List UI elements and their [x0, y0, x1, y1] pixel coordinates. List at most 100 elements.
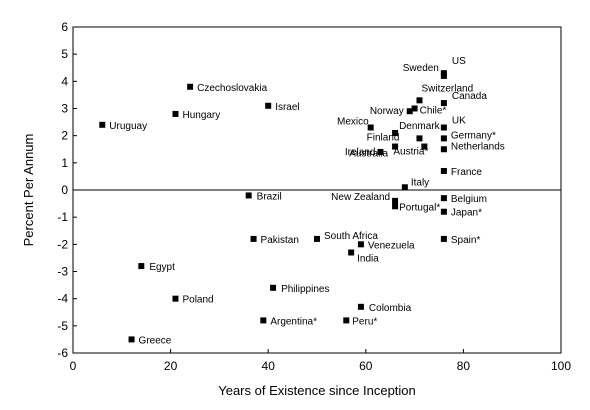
y-tick-label: -2 — [57, 237, 68, 251]
data-point — [245, 192, 252, 199]
point-label: Czechoslovakia — [197, 83, 267, 94]
data-point — [392, 129, 399, 136]
point-label: Hungary — [182, 110, 220, 121]
point-label: South Africa — [324, 231, 378, 242]
y-tick-label: -1 — [57, 210, 68, 224]
point-label: Greece — [139, 335, 172, 346]
data-point — [128, 336, 135, 343]
data-point — [270, 284, 277, 291]
point-label: Ireland — [345, 147, 376, 158]
x-tick-label: 80 — [457, 359, 471, 373]
data-point — [440, 124, 447, 131]
point-label: Uruguay — [109, 121, 147, 132]
data-point — [260, 317, 267, 324]
data-points — [99, 70, 447, 343]
data-point — [377, 148, 384, 155]
x-tick-label: 0 — [70, 359, 77, 373]
point-label: Spain* — [451, 235, 481, 246]
point-label: Australia — [349, 149, 388, 160]
point-label: Denmark — [399, 121, 441, 132]
data-point — [172, 295, 179, 302]
point-label: Canada — [452, 91, 487, 102]
data-point — [99, 121, 106, 128]
y-tick-label: 1 — [61, 156, 68, 170]
y-tick-label: 3 — [61, 102, 68, 116]
data-point — [265, 102, 272, 109]
data-point — [416, 97, 423, 104]
data-point — [440, 100, 447, 107]
data-point — [367, 124, 374, 131]
data-point — [440, 235, 447, 242]
data-point — [138, 263, 145, 270]
point-label: US — [452, 56, 466, 67]
data-point — [440, 146, 447, 153]
point-label: Poland — [182, 295, 213, 306]
y-tick-label: -3 — [57, 265, 68, 279]
data-point — [348, 249, 355, 256]
data-point — [421, 143, 428, 150]
point-label: Austria* — [393, 147, 428, 158]
data-point — [440, 208, 447, 215]
point-label: Pakistan — [261, 235, 299, 246]
data-point — [440, 167, 447, 174]
point-label: Italy — [411, 177, 429, 188]
point-label: Finland — [367, 132, 400, 143]
point-label: Israel — [275, 102, 299, 113]
point-label: Germany* — [451, 130, 496, 141]
data-point — [411, 105, 418, 112]
point-label: Brazil — [257, 191, 282, 202]
y-tick-label: 2 — [61, 129, 68, 143]
point-label: UK — [452, 116, 466, 127]
x-tick-label: 20 — [164, 359, 178, 373]
data-point — [250, 235, 257, 242]
data-point — [392, 143, 399, 150]
y-tick-label: -5 — [57, 319, 68, 333]
point-label: Netherlands — [451, 141, 505, 152]
point-label: Japan* — [451, 208, 482, 219]
data-point — [172, 110, 179, 117]
point-label: Mexico — [337, 117, 369, 128]
data-point — [406, 108, 413, 115]
y-tick-label: 6 — [61, 20, 68, 34]
point-label: New Zealand — [331, 192, 390, 203]
data-point — [343, 317, 350, 324]
x-tick-label: 60 — [359, 359, 373, 373]
data-point — [357, 303, 364, 310]
x-tick-label: 40 — [262, 359, 276, 373]
y-axis-title: Percent Per Annum — [21, 134, 36, 247]
data-point — [392, 197, 399, 204]
point-label: Venezuela — [368, 240, 415, 251]
point-label: Norway — [370, 106, 404, 117]
point-label: Argentina* — [270, 316, 317, 327]
data-point — [440, 135, 447, 142]
y-tick-label: -6 — [57, 346, 68, 360]
y-tick-label: 5 — [61, 47, 68, 61]
x-tick-label: 100 — [551, 359, 571, 373]
y-tick-label: 0 — [61, 183, 68, 197]
point-label: Belgium — [451, 194, 487, 205]
point-label: Chile* — [420, 106, 447, 117]
x-axis-title: Years of Existence since Inception — [218, 383, 416, 398]
point-label: Philippines — [281, 284, 329, 295]
data-point — [392, 203, 399, 210]
point-label: Sweden — [403, 63, 439, 74]
data-point — [187, 83, 194, 90]
point-label: Egypt — [149, 262, 175, 273]
point-label: France — [451, 167, 483, 178]
x-axis-ticks: 0 20 40 60 80 100 — [70, 349, 571, 373]
point-label: Switzerland — [421, 83, 473, 94]
data-point — [401, 184, 408, 191]
y-axis-ticks: 6 5 4 3 2 1 0 -1 -2 -3 -4 -5 -6 — [57, 20, 77, 360]
y-tick-label: 4 — [61, 74, 68, 88]
data-point — [416, 135, 423, 142]
data-point — [314, 235, 320, 242]
point-label: Peru* — [352, 316, 377, 327]
data-point — [440, 195, 447, 202]
y-tick-label: -4 — [57, 292, 68, 306]
data-point — [440, 72, 447, 79]
data-point — [357, 241, 364, 248]
point-label: Portugal* — [399, 202, 440, 213]
point-label: Colombia — [369, 303, 412, 314]
